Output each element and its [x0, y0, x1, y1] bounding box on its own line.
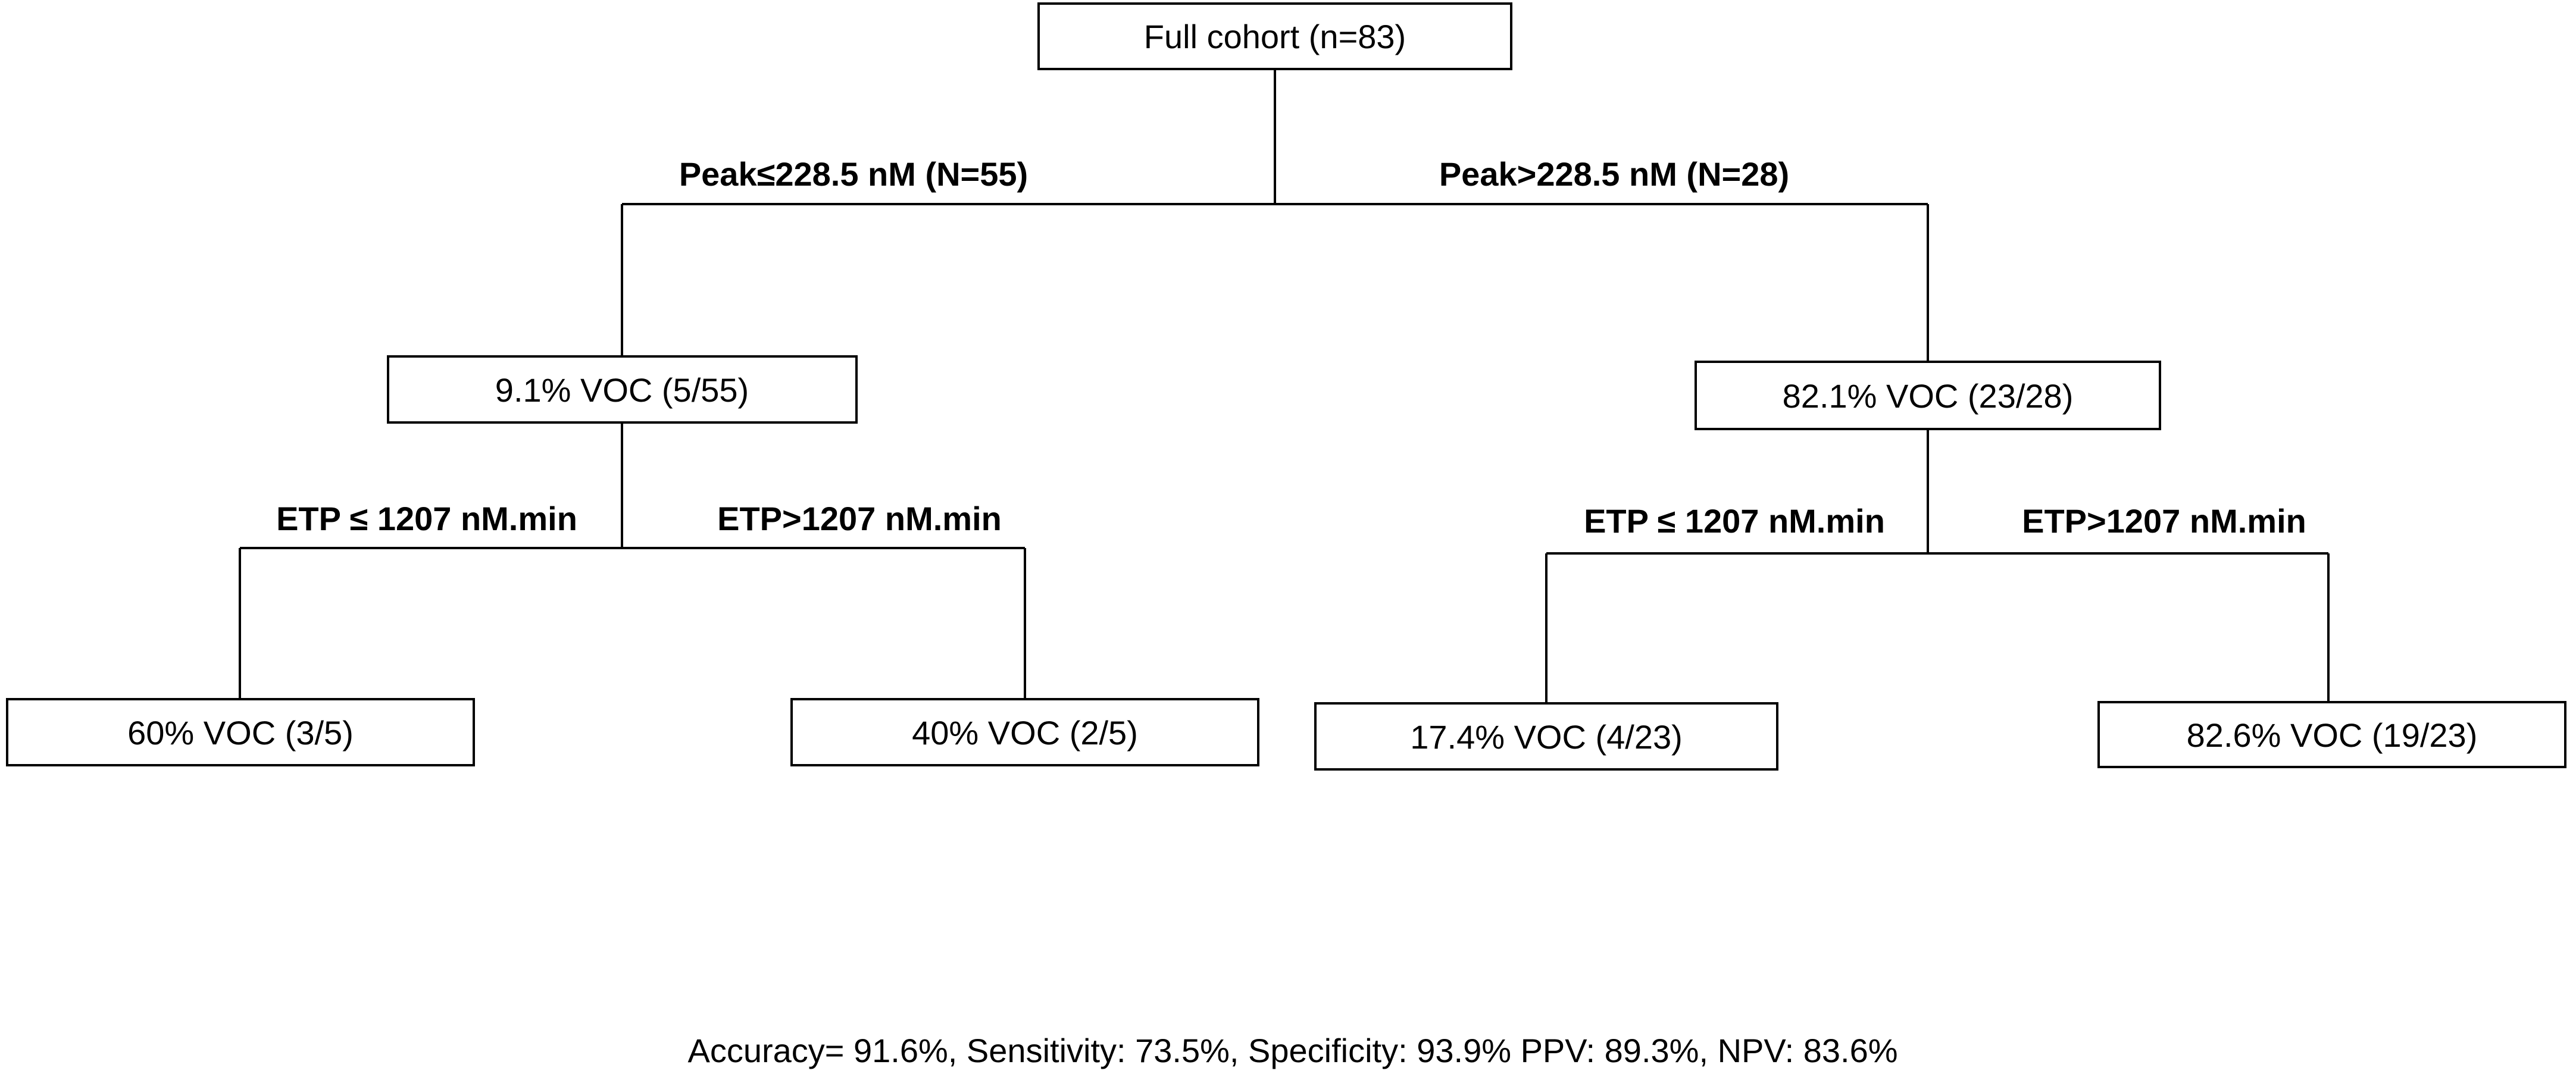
node-right-right: 82.6% VOC (19/23)	[2097, 701, 2566, 768]
node-right: 82.1% VOC (23/28)	[1695, 361, 2161, 430]
edge-label-left-etp-low: ETP ≤ 1207 nM.min	[276, 500, 577, 537]
edge-label-peak-high: Peak>228.5 nM (N=28)	[1439, 155, 1789, 193]
node-left-left-label: 60% VOC (3/5)	[127, 714, 354, 752]
node-right-left: 17.4% VOC (4/23)	[1314, 702, 1778, 771]
node-left-right-label: 40% VOC (2/5)	[912, 714, 1138, 752]
tree-connectors	[239, 69, 2330, 703]
node-root-label: Full cohort (n=83)	[1144, 18, 1406, 55]
node-right-right-label: 82.6% VOC (19/23)	[2187, 716, 2478, 754]
model-metrics-footer: Accuracy= 91.6%, Sensitivity: 73.5%, Spe…	[687, 1032, 1897, 1069]
edge-label-right-etp-high: ETP>1207 nM.min	[2022, 502, 2306, 540]
edge-label-peak-low: Peak≤228.5 nM (N=55)	[679, 155, 1028, 193]
node-right-left-label: 17.4% VOC (4/23)	[1410, 718, 1683, 756]
node-left: 9.1% VOC (5/55)	[387, 355, 858, 424]
node-left-left: 60% VOC (3/5)	[6, 698, 475, 766]
edge-label-left-etp-high: ETP>1207 nM.min	[717, 500, 1002, 537]
node-root: Full cohort (n=83)	[1037, 2, 1512, 70]
node-left-right: 40% VOC (2/5)	[790, 698, 1259, 766]
node-left-label: 9.1% VOC (5/55)	[495, 371, 749, 409]
edge-label-right-etp-low: ETP ≤ 1207 nM.min	[1584, 502, 1885, 540]
node-right-label: 82.1% VOC (23/28)	[1783, 377, 2074, 415]
